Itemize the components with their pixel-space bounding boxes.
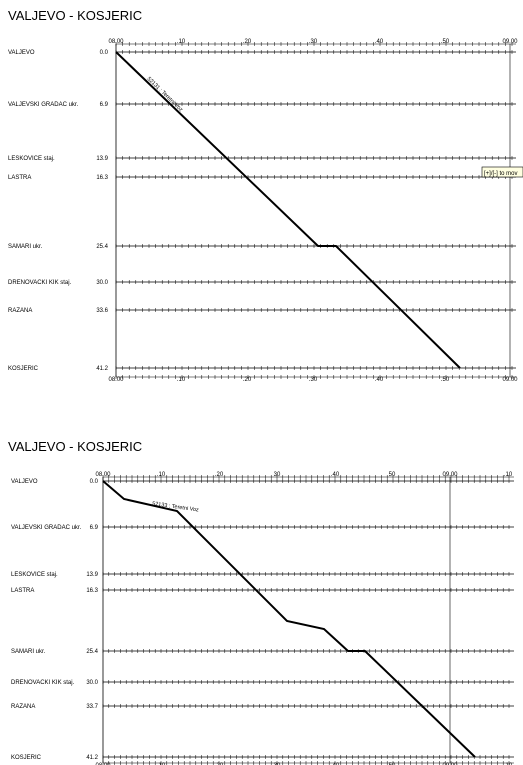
station-name: LASTRA <box>11 588 34 594</box>
time-label: .30 <box>309 39 318 45</box>
time-label: 08.00 <box>95 763 111 765</box>
time-label: .20 <box>243 39 252 45</box>
station-name: VALJEVSKI GRADAC ukr. <box>11 525 82 531</box>
time-label: .30 <box>309 377 318 383</box>
time-label: .40 <box>375 39 384 45</box>
station-name: RAZANA <box>8 308 32 314</box>
time-label: 30 <box>274 763 281 765</box>
move-tooltip: [+]/[-] to mov <box>481 166 523 178</box>
station-km: 33.6 <box>96 308 108 314</box>
train-graph-2: VALJEVO - KOSJERIC VALJEVO VALJEVSKI GRAD… <box>8 439 514 765</box>
station-labels: VALJEVO VALJEVSKI GRADAC ukr. LESKOVICE st… <box>11 479 82 761</box>
station-name: LESKOVICE staj. <box>8 156 55 162</box>
time-lines <box>102 475 514 765</box>
time-label: 50 <box>389 472 396 478</box>
station-km: 30.0 <box>96 280 108 286</box>
train-label: 52131 : Teretni Voz <box>146 76 184 113</box>
station-km: 16.3 <box>86 588 98 594</box>
time-lines <box>115 42 516 379</box>
time-label: .10 <box>504 472 513 478</box>
tooltip-text: [+]/[-] to mov <box>484 171 518 177</box>
time-label: .40 <box>331 472 340 478</box>
station-name: DRENOVACKI KIK staj. <box>11 680 75 686</box>
time-label: 08.00 <box>108 377 124 383</box>
time-label: 09.00 <box>442 763 458 765</box>
time-label: .40 <box>331 763 340 765</box>
time-label: 08.00 <box>108 39 124 45</box>
station-lines <box>115 50 516 370</box>
time-label: 09.00 <box>502 39 518 45</box>
station-km: 13.9 <box>96 156 108 162</box>
train-graph-1: VALJEVO - KOSJERIC VALJEVO VALJEVSKI GRAD… <box>8 8 523 383</box>
station-name: VALJEVO <box>11 479 38 485</box>
time-label: .20 <box>215 472 224 478</box>
station-name: VALJEVSKI GRADAC ukr. <box>8 102 79 108</box>
time-label: .10 <box>157 763 166 765</box>
station-lines <box>102 479 514 759</box>
time-labels-top: 08.00 .10 .20 .30 .40 .50 09.00 <box>108 39 518 45</box>
station-km: 6.9 <box>100 102 109 108</box>
station-km: 41.2 <box>86 755 98 761</box>
time-label: .10 <box>157 472 166 478</box>
station-km: 30.0 <box>86 680 98 686</box>
train-path[interactable] <box>115 51 461 369</box>
station-km: 16.3 <box>96 175 108 181</box>
station-name: KOSJERIC <box>11 755 42 761</box>
station-name: LESKOVICE staj. <box>11 572 58 578</box>
station-km-labels: 0.0 6.9 13.9 16.3 25.4 30.0 33.7 41.2 <box>86 479 98 761</box>
time-label: .20 <box>215 763 224 765</box>
station-km: 0.0 <box>90 479 99 485</box>
time-label: .40 <box>375 377 384 383</box>
train-path[interactable] <box>102 480 476 758</box>
station-name: DRENOVACKI KIK stаj. <box>8 280 72 286</box>
time-label: 08.00 <box>95 472 111 478</box>
diagram-title: VALJEVO - KOSJERIC <box>8 439 142 454</box>
time-label: 09.00 <box>502 377 518 383</box>
station-name: RAZANA <box>11 704 35 710</box>
time-label: .50 <box>441 377 450 383</box>
time-labels-top: 08.00 .10 .20 30 .40 50 09.00 .10 <box>95 472 512 478</box>
time-labels-bottom: 08.00 .10 .20 30 .40 50 09.00 .10 <box>95 763 512 765</box>
station-km: 25.4 <box>96 244 108 250</box>
station-name: SAMARI ukr. <box>8 244 43 250</box>
station-km: 33.7 <box>86 704 98 710</box>
station-name: SAMARI ukr. <box>11 649 46 655</box>
station-km: 25.4 <box>86 649 98 655</box>
station-km: 13.9 <box>86 572 98 578</box>
time-label: 09.00 <box>442 472 458 478</box>
station-name: VALJEVO <box>8 50 35 56</box>
station-km: 0.0 <box>100 50 109 56</box>
time-label: .50 <box>441 39 450 45</box>
diagram-title: VALJEVO - KOSJERIC <box>8 8 142 23</box>
station-km: 6.9 <box>90 525 99 531</box>
station-name: KOSJERIC <box>8 366 39 372</box>
time-label: .10 <box>177 39 186 45</box>
station-labels: VALJEVO VALJEVSKI GRADAC ukr. LESKOVICE st… <box>8 50 79 372</box>
time-labels-bottom: 08.00 .10 .20 .30 .40 .50 09.00 <box>108 377 518 383</box>
station-km: 41.2 <box>96 366 108 372</box>
station-km-labels: 0.0 6.9 13.9 16.3 25.4 30.0 33.6 41.2 <box>96 50 108 372</box>
station-name: LASTRA <box>8 175 31 181</box>
time-label: .20 <box>243 377 252 383</box>
time-label: 50 <box>389 763 396 765</box>
time-label: .10 <box>177 377 186 383</box>
time-label: .10 <box>504 763 513 765</box>
time-label: 30 <box>274 472 281 478</box>
